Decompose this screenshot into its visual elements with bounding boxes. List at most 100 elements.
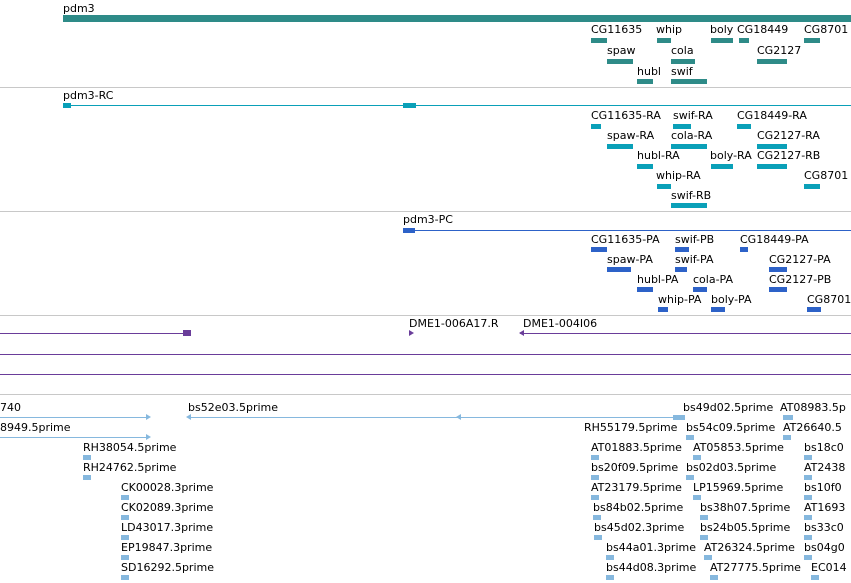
probe-block[interactable] xyxy=(183,330,191,336)
est-label[interactable]: bs45d02.3prime xyxy=(594,521,685,534)
rna-glyph[interactable] xyxy=(737,124,751,129)
est-glyph[interactable] xyxy=(686,475,694,480)
est-label[interactable]: SD16292.5prime xyxy=(121,561,214,574)
probe-label[interactable]: DME1-004I06 xyxy=(523,317,598,330)
gene-glyph[interactable] xyxy=(804,38,820,43)
protein-glyph[interactable] xyxy=(769,287,787,292)
est-glyph[interactable] xyxy=(783,435,791,440)
est-glyph[interactable] xyxy=(704,555,712,560)
protein-label[interactable]: swif-PB xyxy=(675,233,715,246)
protein-label[interactable]: cola-PA xyxy=(693,273,733,286)
rna-label[interactable]: whip-RA xyxy=(656,169,701,182)
est-label[interactable]: bs44a01.3prime xyxy=(606,541,696,554)
est-label[interactable]: AT05853.5prime xyxy=(693,441,784,454)
est-label[interactable]: AT08983.5p xyxy=(780,401,846,414)
gene-glyph[interactable] xyxy=(607,59,633,64)
gene-label[interactable]: swif xyxy=(671,65,693,78)
est-glyph[interactable] xyxy=(686,435,694,440)
protein-exon[interactable] xyxy=(403,228,415,233)
protein-label[interactable]: CG2127-PA xyxy=(769,253,831,266)
est-glyph[interactable] xyxy=(593,515,601,520)
est-glyph[interactable] xyxy=(606,575,614,580)
est-label[interactable]: AT26640.5 xyxy=(783,421,842,434)
gene-label[interactable]: hubl xyxy=(637,65,661,78)
rna-glyph[interactable] xyxy=(637,164,653,169)
est-label[interactable]: bs54c09.5prime xyxy=(686,421,776,434)
rna-label[interactable]: CG8701 xyxy=(804,169,849,182)
est-label[interactable]: 8949.5prime xyxy=(0,421,71,434)
est-label[interactable]: bs44d08.3prime xyxy=(606,561,697,574)
rna-line-pdm3-RC[interactable] xyxy=(63,105,851,106)
probe-line[interactable] xyxy=(0,354,851,355)
est-glyph[interactable] xyxy=(804,515,812,520)
est-line[interactable] xyxy=(188,417,683,418)
est-label[interactable]: bs18c0 xyxy=(804,441,844,454)
gene-glyph[interactable] xyxy=(591,38,607,43)
est-glyph[interactable] xyxy=(804,555,812,560)
gene-bar-pdm3[interactable] xyxy=(63,15,851,22)
protein-label[interactable]: CG8701 xyxy=(807,293,851,306)
est-glyph[interactable] xyxy=(693,455,701,460)
protein-label[interactable]: swif-PA xyxy=(675,253,714,266)
est-glyph[interactable] xyxy=(710,575,718,580)
est-label[interactable]: bs02d03.5prime xyxy=(686,461,777,474)
gene-glyph[interactable] xyxy=(671,79,707,84)
protein-label[interactable]: CG18449-PA xyxy=(740,233,809,246)
protein-label[interactable]: boly-PA xyxy=(711,293,752,306)
est-line[interactable] xyxy=(0,437,146,438)
gene-label[interactable]: spaw xyxy=(607,44,636,57)
est-glyph[interactable] xyxy=(804,455,812,460)
est-label[interactable]: bs84b02.5prime xyxy=(593,501,684,514)
gene-label[interactable]: boly xyxy=(710,23,734,36)
protein-label[interactable]: pdm3-PC xyxy=(403,213,453,226)
est-glyph[interactable] xyxy=(783,415,793,420)
est-arrow[interactable] xyxy=(456,414,461,420)
rna-label[interactable]: CG2127-RA xyxy=(757,129,820,142)
rna-glyph[interactable] xyxy=(711,164,733,169)
protein-glyph[interactable] xyxy=(591,247,607,252)
est-label[interactable]: CK02089.3prime xyxy=(121,501,214,514)
probe-arrow[interactable] xyxy=(519,330,524,336)
est-glyph[interactable] xyxy=(121,575,129,580)
est-label[interactable]: EP19847.3prime xyxy=(121,541,213,554)
probe-line[interactable] xyxy=(0,374,851,375)
gene-label[interactable]: pdm3 xyxy=(63,2,95,15)
rna-glyph[interactable] xyxy=(757,164,787,169)
probe-label[interactable]: DME1-006A17.R xyxy=(409,317,499,330)
gene-glyph[interactable] xyxy=(637,79,653,84)
est-label[interactable]: AT27775.5prime xyxy=(710,561,801,574)
protein-label[interactable]: CG2127-PB xyxy=(769,273,832,286)
est-arrow[interactable] xyxy=(186,414,191,420)
rna-label[interactable]: pdm3-RC xyxy=(63,89,114,102)
est-label[interactable]: bs33c0 xyxy=(804,521,844,534)
protein-label[interactable]: spaw-PA xyxy=(607,253,653,266)
est-label[interactable]: EC014 xyxy=(811,561,847,574)
rna-label[interactable]: spaw-RA xyxy=(607,129,655,142)
est-glyph[interactable] xyxy=(121,535,129,540)
est-glyph[interactable] xyxy=(804,495,812,500)
est-label[interactable]: bs10f0 xyxy=(804,481,842,494)
rna-label[interactable]: boly-RA xyxy=(710,149,752,162)
est-label[interactable]: bs49d02.5prime xyxy=(683,401,774,414)
gene-label[interactable]: cola xyxy=(671,44,694,57)
est-line[interactable] xyxy=(0,417,146,418)
rna-exon[interactable] xyxy=(63,103,71,108)
probe-line[interactable] xyxy=(520,333,851,334)
rna-glyph[interactable] xyxy=(671,203,707,208)
est-label[interactable]: bs20f09.5prime xyxy=(591,461,679,474)
gene-label[interactable]: CG18449 xyxy=(737,23,789,36)
protein-glyph[interactable] xyxy=(637,287,653,292)
rna-label[interactable]: CG18449-RA xyxy=(737,109,807,122)
est-label[interactable]: 740 xyxy=(0,401,21,414)
est-glyph[interactable] xyxy=(673,415,685,420)
est-glyph[interactable] xyxy=(83,475,91,480)
rna-glyph[interactable] xyxy=(673,124,691,129)
protein-glyph[interactable] xyxy=(769,267,787,272)
rna-glyph[interactable] xyxy=(804,184,820,189)
est-glyph[interactable] xyxy=(811,575,819,580)
rna-glyph[interactable] xyxy=(657,184,671,189)
protein-glyph[interactable] xyxy=(740,247,748,252)
est-glyph[interactable] xyxy=(121,515,129,520)
gene-glyph[interactable] xyxy=(739,38,749,43)
est-label[interactable]: AT26324.5prime xyxy=(704,541,795,554)
